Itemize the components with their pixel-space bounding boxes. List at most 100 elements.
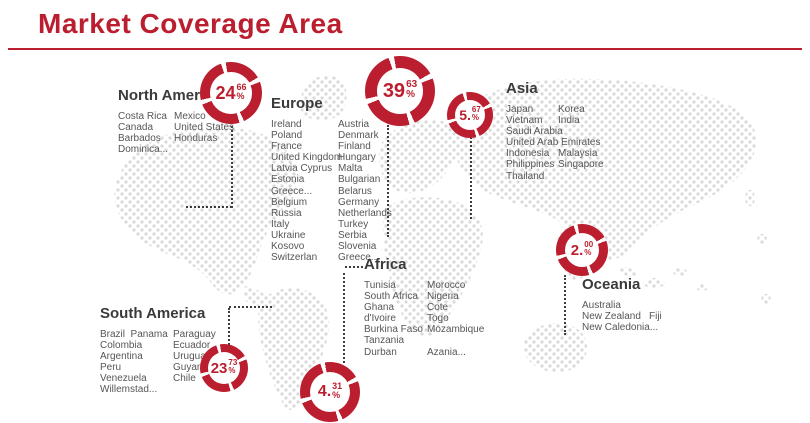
region-africa: Africa Tunisia South Africa Ghana d'Ivoire B… bbox=[364, 256, 484, 358]
country-item: Italy bbox=[271, 218, 290, 230]
donut-europe-value: 39 63% bbox=[382, 79, 417, 102]
leader-europe-vertical bbox=[387, 125, 389, 237]
country-item: South Africa bbox=[364, 291, 418, 303]
country-item: New Zealand bbox=[582, 311, 641, 323]
value-decimal: 66 bbox=[236, 81, 247, 92]
donut-oceania: 2. 00% bbox=[556, 224, 608, 276]
region-europe: Europe Ireland Poland France United Kingdom… bbox=[271, 95, 392, 263]
country-item: Ecuador bbox=[173, 340, 211, 352]
country-item: Colombia bbox=[100, 340, 143, 352]
country-column-1: Ireland Poland France United Kingdom Latvia … bbox=[271, 119, 342, 264]
country-item: Malaysia bbox=[558, 148, 598, 160]
donut-north-america: 24 66% bbox=[200, 62, 262, 124]
country-item: Uruguay bbox=[173, 351, 211, 363]
country-item: Durban bbox=[364, 346, 397, 358]
donut-north-america-value: 24 66% bbox=[215, 81, 247, 102]
page-title: Market Coverage Area bbox=[38, 8, 343, 39]
country-item: Austria bbox=[338, 119, 370, 130]
country-item: Ghana bbox=[364, 302, 395, 314]
country-item: Ukraine bbox=[271, 229, 306, 241]
leader-oceania-vertical bbox=[564, 275, 566, 335]
country-item: Mexico bbox=[174, 111, 206, 122]
country-column-2: Paraguay Ecuador Uruguay Guyana Chile bbox=[173, 329, 216, 396]
country-item: Switzerlan bbox=[271, 252, 318, 264]
leader-africa-vertical bbox=[343, 273, 345, 363]
region-title: Africa bbox=[364, 256, 407, 273]
country-item bbox=[558, 137, 604, 148]
country-columns: Australia New Zealand New Caledonia... Fij… bbox=[582, 300, 662, 333]
percent-sign: % bbox=[471, 112, 480, 122]
country-item: Slovenia bbox=[338, 241, 377, 253]
country-item: Singapore bbox=[558, 159, 604, 171]
country-item: Burkina Faso bbox=[364, 324, 423, 336]
leader-asia-vertical bbox=[470, 137, 472, 219]
country-item: United Arab Emirates bbox=[506, 137, 601, 149]
country-item: Poland bbox=[271, 130, 303, 142]
country-item: Willemstad... bbox=[100, 384, 158, 396]
country-item: Honduras bbox=[174, 133, 218, 145]
country-item: Paraguay bbox=[173, 329, 216, 340]
country-item: Cote bbox=[427, 302, 449, 314]
leader-north-america-vertical bbox=[231, 122, 233, 208]
country-columns: Brazil Panama Colombia Argentina Peru Venezu… bbox=[100, 329, 216, 396]
region-north-america: North America Costa Rica Canada Barbados Do… bbox=[118, 87, 234, 155]
donut-asia: 5. 67% bbox=[447, 92, 493, 138]
country-item bbox=[558, 126, 604, 137]
country-item: Belarus bbox=[338, 185, 372, 197]
region-title: North America bbox=[118, 87, 221, 104]
country-item: Canada bbox=[118, 122, 154, 134]
leader-south-america-vertical bbox=[228, 308, 230, 345]
country-item: Argentina bbox=[100, 351, 143, 363]
value-integer: 23 bbox=[210, 359, 228, 377]
country-item bbox=[427, 335, 484, 346]
country-item: Chile bbox=[173, 373, 196, 385]
country-column-2: Fiji bbox=[649, 300, 662, 333]
country-item: Morocco bbox=[427, 280, 466, 291]
leader-north-america-horizontal bbox=[186, 206, 232, 208]
country-item: Mozambique bbox=[427, 324, 485, 336]
country-item: Estonia bbox=[271, 174, 305, 186]
percent-sign: % bbox=[584, 247, 592, 257]
country-item: Brazil Panama bbox=[100, 329, 168, 340]
value-integer: 39 bbox=[382, 80, 406, 102]
percent-sign: % bbox=[406, 88, 415, 100]
country-item: France bbox=[271, 141, 303, 153]
country-column-2: Morocco Nigeria Cote Togo Mozambique Azania.… bbox=[427, 280, 484, 358]
country-item: Finland bbox=[338, 141, 371, 153]
country-item: d'Ivoire bbox=[364, 313, 396, 325]
country-item: Netherlands bbox=[338, 207, 392, 219]
donut-asia-value: 5. 67% bbox=[459, 104, 481, 122]
country-item bbox=[649, 300, 662, 311]
country-column-1: Tunisia South Africa Ghana d'Ivoire Burkina … bbox=[364, 280, 427, 358]
percent-sign: % bbox=[228, 365, 236, 375]
country-column-1: Japan Vietnam Saudi Arabia United Arab Emir… bbox=[506, 104, 601, 182]
region-title: Asia bbox=[506, 80, 538, 97]
country-item: Denmark bbox=[338, 130, 379, 142]
region-asia: Asia Japan Vietnam Saudi Arabia United Arab… bbox=[506, 80, 604, 182]
country-item: Turkey bbox=[338, 218, 369, 230]
region-title: Europe bbox=[271, 95, 323, 112]
value-decimal: 00 bbox=[584, 239, 594, 249]
country-item: Thailand bbox=[506, 170, 545, 182]
country-column-1: Australia New Zealand New Caledonia... bbox=[582, 300, 658, 333]
country-columns: Costa Rica Canada Barbados Dominica... Mexi… bbox=[118, 111, 234, 155]
country-item: Tanzania bbox=[364, 335, 405, 347]
country-item: Greece... bbox=[271, 185, 313, 197]
country-item: Germany bbox=[338, 196, 380, 208]
country-item: Fiji bbox=[649, 311, 662, 323]
country-item: Saudi Arabia bbox=[506, 126, 563, 138]
country-item: Greece... bbox=[338, 252, 380, 264]
region-south-america: South America Brazil Panama Colombia Argen… bbox=[100, 305, 216, 396]
percent-sign: % bbox=[236, 90, 245, 101]
country-item: Korea bbox=[558, 104, 585, 115]
country-item: Togo bbox=[427, 313, 449, 325]
title-underline bbox=[8, 48, 802, 50]
country-item: Indonesia bbox=[506, 148, 550, 160]
country-item: Dominica... bbox=[118, 144, 169, 156]
value-decimal: 67 bbox=[471, 104, 481, 114]
country-item: Barbados bbox=[118, 133, 161, 145]
country-item: Philippines bbox=[506, 159, 555, 171]
donut-europe: 39 63% bbox=[365, 56, 435, 126]
value-integer: 4. bbox=[317, 383, 332, 400]
